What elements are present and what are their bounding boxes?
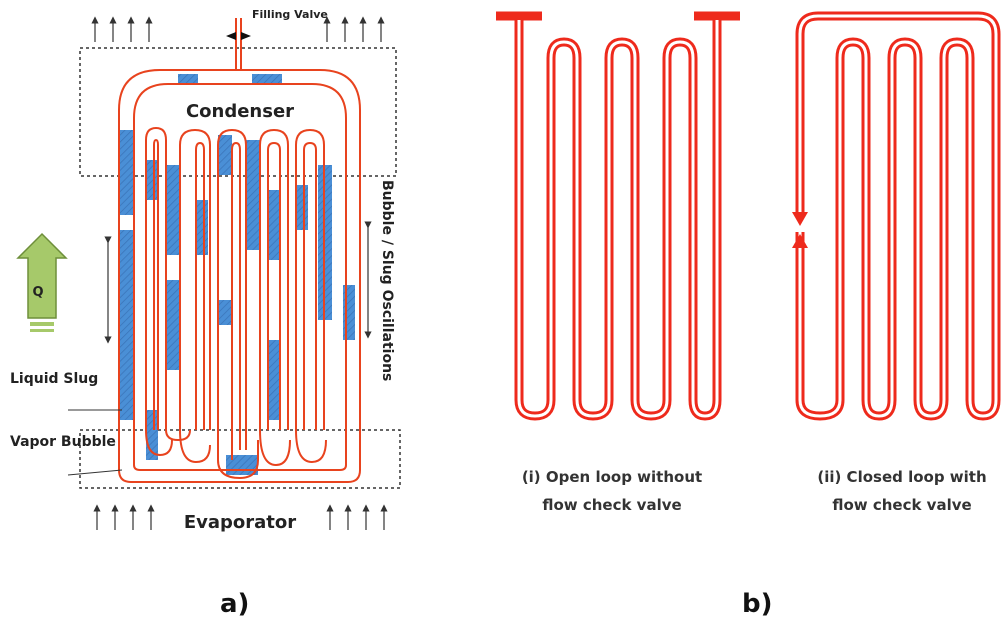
- open-loop-pipe-inner: [517, 20, 719, 418]
- condenser-label: Condenser: [186, 101, 294, 122]
- condenser-zone: [79, 47, 397, 177]
- closed-loop-pipe: [795, 11, 1001, 421]
- vapor-bubble-leader: [67, 469, 123, 476]
- flow-check-valve: [792, 212, 808, 248]
- open-loop-caption-line2: flow check valve: [542, 496, 681, 514]
- closed-loop-pipe-inner: [798, 14, 998, 418]
- evaporator-label: Evaporator: [184, 512, 296, 533]
- oscillation-label: Bubble / Slug Oscillations: [379, 180, 395, 381]
- heat-out-arrows: [91, 16, 385, 42]
- vapor-bubble-label: Vapor Bubble: [10, 434, 116, 450]
- heat-flow-arrow: [16, 232, 68, 332]
- evaporator-zone: [79, 429, 401, 489]
- liquid-slug-label: Liquid Slug: [10, 371, 98, 387]
- heat-in-arrows: [93, 504, 388, 530]
- closed-loop-caption-line2: flow check valve: [832, 496, 971, 514]
- open-loop-pipe: [496, 11, 740, 421]
- filling-valve-label: Filling Valve: [252, 8, 328, 21]
- pulsating-heat-pipe-tube: [118, 69, 361, 483]
- filling-valve: [226, 18, 251, 70]
- panel-a-letter: a): [220, 589, 249, 619]
- closed-loop-caption-line1: (ii) Closed loop with: [817, 468, 986, 486]
- panel-b-letter: b): [742, 589, 773, 619]
- panel-a: Filling Valve Condenser Evaporator Q Liq…: [10, 8, 401, 619]
- heat-label: Q: [32, 285, 43, 300]
- panel-b: (i) Open loop without flow check valve (…: [496, 11, 1001, 619]
- open-loop-caption-line1: (i) Open loop without: [522, 468, 702, 486]
